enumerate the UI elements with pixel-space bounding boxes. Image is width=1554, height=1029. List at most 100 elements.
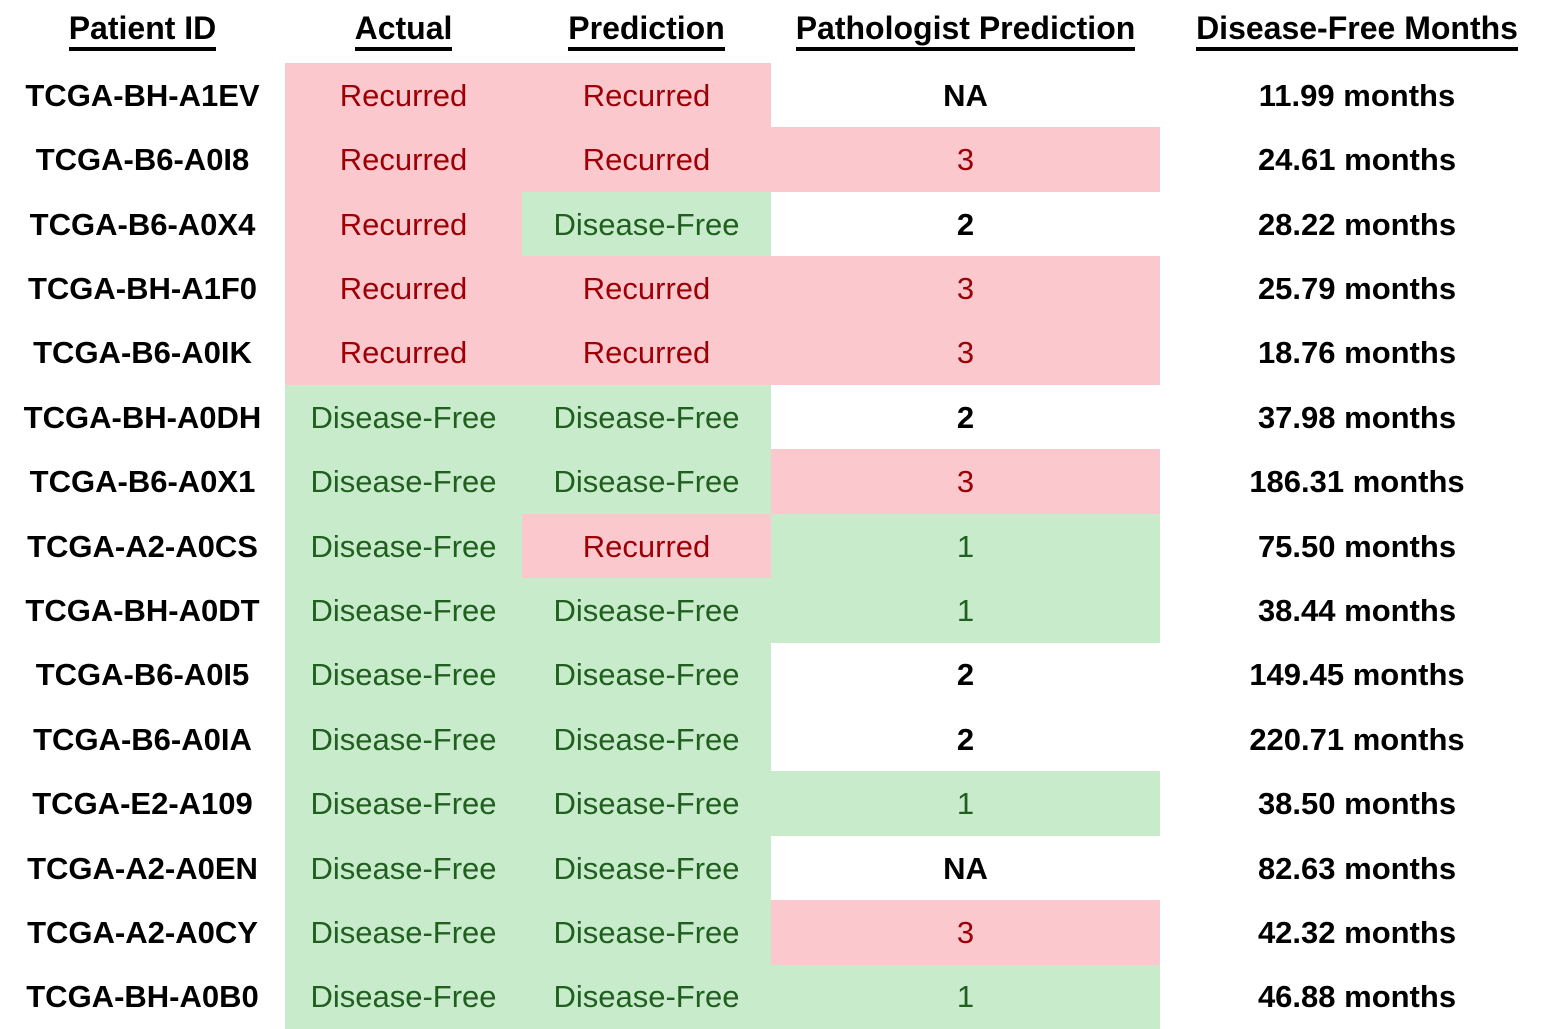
cell-patient-id: TCGA-A2-A0EN	[27, 850, 258, 886]
cell-prediction: Disease-Free	[522, 964, 771, 1029]
cell-disease-free-months: 42.32 months	[1257, 914, 1457, 950]
cell-disease-free-months: 37.98 months	[1257, 399, 1457, 435]
cell-patient-id: TCGA-B6-A0X1	[29, 464, 256, 500]
cell-disease-free-months: 28.22 months	[1257, 206, 1457, 242]
cell-actual: Disease-Free	[285, 771, 522, 836]
cell-actual: Recurred	[285, 127, 522, 192]
column-header-pathologist-prediction: Pathologist Prediction	[771, 0, 1160, 63]
cell-actual: Recurred	[285, 191, 522, 257]
column-header-label: Disease-Free Months	[1196, 12, 1518, 51]
cell-prediction: Recurred	[522, 127, 771, 192]
cell-prediction: Recurred	[522, 513, 771, 579]
table-row: TCGA-B6-A0X4 Recurred Disease-Free 2 28.22 m…	[0, 191, 1554, 257]
cell-actual: Recurred	[285, 63, 522, 128]
table-row: TCGA-B6-A0I8 Recurred Recurred 3 24.61 month…	[0, 127, 1554, 192]
cell-pathologist-prediction: 2	[956, 399, 975, 435]
cell-disease-free-months: 38.44 months	[1257, 592, 1457, 628]
cell-prediction: Disease-Free	[522, 578, 771, 643]
table-body: TCGA-BH-A1EV Recurred Recurred NA 11.99 mont…	[0, 63, 1554, 1029]
cell-patient-id: TCGA-E2-A109	[32, 786, 253, 822]
cell-disease-free-months: 149.45 months	[1249, 657, 1465, 693]
cell-actual: Recurred	[285, 256, 522, 321]
cell-actual: Disease-Free	[285, 513, 522, 579]
cell-prediction: Disease-Free	[522, 191, 771, 257]
cell-prediction: Disease-Free	[522, 449, 771, 514]
table-row: TCGA-B6-A0IA Disease-Free Disease-Free 2 220…	[0, 707, 1554, 772]
cell-patient-id: TCGA-A2-A0CS	[27, 528, 258, 564]
cell-actual: Disease-Free	[285, 835, 522, 901]
cell-patient-id: TCGA-B6-A0IA	[33, 721, 252, 757]
cell-patient-id: TCGA-A2-A0CY	[27, 914, 258, 950]
column-header-label: Pathologist Prediction	[795, 12, 1136, 51]
cell-pathologist-prediction: 3	[771, 320, 1160, 386]
cell-patient-id: TCGA-BH-A1EV	[25, 77, 260, 113]
table-row: TCGA-A2-A0CS Disease-Free Recurred 1 75.50 m…	[0, 513, 1554, 579]
cell-patient-id: TCGA-BH-A0DT	[25, 592, 260, 628]
cell-disease-free-months: 186.31 months	[1249, 464, 1465, 500]
cell-actual: Disease-Free	[285, 578, 522, 643]
cell-actual: Disease-Free	[285, 385, 522, 450]
cell-disease-free-months: 220.71 months	[1249, 721, 1465, 757]
cell-prediction: Disease-Free	[522, 642, 771, 708]
table-row: TCGA-BH-A0DH Disease-Free Disease-Free 2 37.…	[0, 385, 1554, 450]
cell-pathologist-prediction: 1	[771, 578, 1160, 643]
cell-patient-id: TCGA-B6-A0IK	[33, 335, 252, 371]
cell-patient-id: TCGA-BH-A0B0	[26, 979, 259, 1015]
cell-disease-free-months: 25.79 months	[1257, 270, 1457, 306]
cell-pathologist-prediction: 1	[771, 964, 1160, 1029]
cell-pathologist-prediction: 3	[771, 449, 1160, 514]
cell-prediction: Disease-Free	[522, 900, 771, 965]
cell-pathologist-prediction: 2	[956, 657, 975, 693]
cell-pathologist-prediction: 3	[771, 256, 1160, 321]
cell-disease-free-months: 24.61 months	[1257, 142, 1457, 178]
cell-pathologist-prediction: 3	[771, 127, 1160, 192]
table-row: TCGA-BH-A0B0 Disease-Free Disease-Free 1 46.…	[0, 964, 1554, 1029]
table-row: TCGA-A2-A0CY Disease-Free Disease-Free 3 42.…	[0, 900, 1554, 965]
cell-disease-free-months: 18.76 months	[1257, 335, 1457, 371]
cell-actual: Disease-Free	[285, 449, 522, 514]
cell-pathologist-prediction: NA	[943, 77, 988, 113]
cell-patient-id: TCGA-BH-A1F0	[27, 270, 258, 306]
cell-prediction: Recurred	[522, 256, 771, 321]
cell-patient-id: TCGA-B6-A0I5	[35, 657, 250, 693]
column-header-label: Patient ID	[68, 12, 217, 51]
cell-actual: Recurred	[285, 320, 522, 386]
cell-prediction: Disease-Free	[522, 707, 771, 772]
table-row: TCGA-B6-A0IK Recurred Recurred 3 18.76 month…	[0, 320, 1554, 386]
cell-prediction: Disease-Free	[522, 835, 771, 901]
table-row: TCGA-BH-A0DT Disease-Free Disease-Free 1 38.…	[0, 578, 1554, 643]
column-header-actual: Actual	[285, 0, 522, 63]
cell-prediction: Recurred	[522, 63, 771, 128]
cell-prediction: Disease-Free	[522, 771, 771, 836]
cell-patient-id: TCGA-BH-A0DH	[23, 399, 262, 435]
column-header-prediction: Prediction	[522, 0, 771, 63]
cell-pathologist-prediction: 1	[771, 771, 1160, 836]
cell-pathologist-prediction: 3	[771, 900, 1160, 965]
cell-disease-free-months: 46.88 months	[1257, 979, 1457, 1015]
column-header-label: Prediction	[568, 12, 725, 51]
column-header-patient-id: Patient ID	[0, 0, 285, 63]
cell-prediction: Disease-Free	[522, 385, 771, 450]
cell-disease-free-months: 38.50 months	[1257, 786, 1457, 822]
table-row: TCGA-B6-A0X1 Disease-Free Disease-Free 3 186…	[0, 449, 1554, 514]
cell-actual: Disease-Free	[285, 964, 522, 1029]
cell-disease-free-months: 11.99 months	[1258, 77, 1456, 113]
cell-pathologist-prediction: 2	[956, 721, 975, 757]
cell-actual: Disease-Free	[285, 642, 522, 708]
cell-pathologist-prediction: 2	[956, 206, 975, 242]
table-row: TCGA-B6-A0I5 Disease-Free Disease-Free 2 149…	[0, 642, 1554, 708]
cell-pathologist-prediction: NA	[943, 850, 988, 886]
column-header-disease-free-months: Disease-Free Months	[1160, 0, 1554, 63]
table-row: TCGA-E2-A109 Disease-Free Disease-Free 1 38.…	[0, 771, 1554, 836]
cell-prediction: Recurred	[522, 320, 771, 386]
cell-pathologist-prediction: 1	[771, 513, 1160, 579]
table-row: TCGA-A2-A0EN Disease-Free Disease-Free NA 82…	[0, 835, 1554, 901]
cell-patient-id: TCGA-B6-A0X4	[29, 206, 256, 242]
cell-actual: Disease-Free	[285, 900, 522, 965]
table-row: TCGA-BH-A1F0 Recurred Recurred 3 25.79 month…	[0, 256, 1554, 321]
cell-actual: Disease-Free	[285, 707, 522, 772]
cell-disease-free-months: 75.50 months	[1257, 528, 1457, 564]
column-header-label: Actual	[354, 12, 453, 51]
cell-disease-free-months: 82.63 months	[1257, 850, 1457, 886]
